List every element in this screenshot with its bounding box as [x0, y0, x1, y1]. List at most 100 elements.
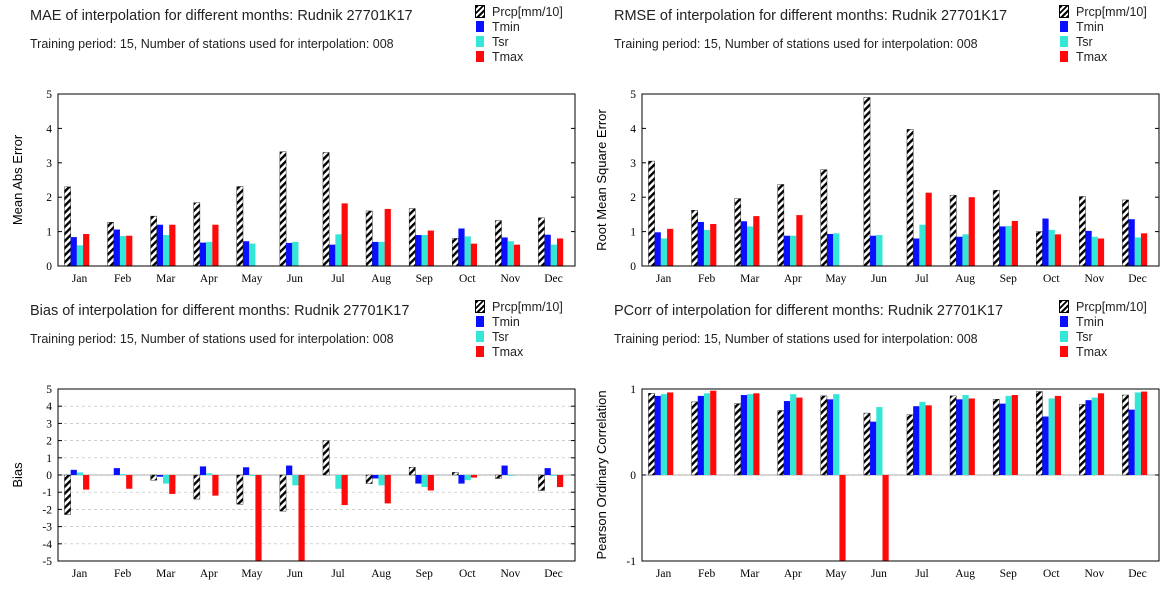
bar-tsr-oct: [464, 236, 471, 266]
x-tick-label-jan: Jan: [72, 568, 88, 580]
bar-prcp-nov: [1079, 404, 1086, 476]
bar-tmax-feb: [710, 390, 717, 475]
bar-tsr-mar: [747, 394, 754, 475]
y-axis-label: Bias: [10, 462, 25, 488]
bar-tmax-jun: [882, 475, 889, 561]
bar-tsr-aug: [378, 241, 385, 266]
x-tick-label-mar: Mar: [156, 568, 175, 580]
bar-prcp-may: [820, 169, 828, 267]
bar-tsr-jul: [335, 234, 342, 266]
mae-legend: Prcp[mm/10] Tmin Tsr Tmax: [475, 5, 563, 65]
bar-tmin-sep: [999, 403, 1006, 475]
pcorr-chart-subtitle: Training period: 15, Number of stations …: [614, 332, 978, 346]
legend-label-tmax: Tmax: [492, 345, 524, 359]
y-tick-label: 0: [46, 261, 52, 273]
bar-prcp-jul: [906, 414, 914, 476]
bar-tmin-jul: [913, 406, 920, 475]
bar-tsr-jul: [919, 224, 926, 266]
bar-tmax-feb: [126, 475, 133, 489]
legend-item-tmax: Tmax: [1060, 345, 1147, 360]
bar-prcp-feb: [691, 210, 698, 267]
y-tick-label: 5: [630, 89, 636, 101]
legend-item-tmax: Tmax: [476, 50, 563, 65]
bar-prcp-sep: [992, 399, 1000, 476]
bar-tmin-oct: [1042, 218, 1049, 266]
y-tick-label: 3: [46, 158, 52, 170]
bar-tmin-aug: [956, 399, 963, 475]
bar-prcp-dec: [1122, 394, 1129, 476]
bar-tmin-dec: [1128, 409, 1135, 475]
bar-tmax-jan: [83, 234, 90, 266]
bar-prcp-aug: [949, 194, 957, 267]
bar-tmin-jul: [913, 238, 920, 266]
bar-tsr-sep: [1005, 226, 1012, 266]
bar-tsr-sep: [421, 475, 428, 488]
x-tick-label-aug: Aug: [371, 273, 391, 285]
legend-swatch-prcp: [1059, 5, 1069, 18]
y-tick-label: 2: [46, 436, 52, 448]
legend-item-prcp: Prcp[mm/10]: [1059, 5, 1147, 20]
bar-tmax-oct: [1054, 234, 1062, 266]
bar-tmax-oct: [470, 243, 478, 266]
bar-tmax-dec: [1140, 391, 1148, 475]
bar-prcp-feb: [107, 222, 114, 267]
x-tick-label-jun: Jun: [287, 568, 303, 580]
y-tick-label: 1: [630, 227, 636, 239]
bar-tsr-dec: [550, 244, 557, 266]
pcorr-legend: Prcp[mm/10] Tmin Tsr Tmax: [1059, 300, 1147, 360]
y-tick-label: 1: [630, 384, 636, 396]
legend-swatch-tsr: [476, 36, 484, 47]
bar-tmin-dec: [1128, 219, 1135, 266]
legend-label-tmin: Tmin: [1076, 20, 1104, 34]
bar-tmax-apr: [796, 215, 803, 266]
legend-swatch-tmax: [1060, 346, 1068, 357]
bar-tmin-feb: [113, 229, 120, 266]
y-tick-label: 0: [630, 261, 636, 273]
bar-prcp-dec: [538, 474, 545, 491]
x-tick-label-dec: Dec: [1128, 273, 1147, 285]
rmse-legend: Prcp[mm/10] Tmin Tsr Tmax: [1059, 5, 1147, 65]
x-tick-label-mar: Mar: [740, 568, 759, 580]
bar-tmin-jan: [654, 395, 661, 475]
bar-tmin-sep: [415, 235, 422, 266]
bias-legend: Prcp[mm/10] Tmin Tsr Tmax: [475, 300, 563, 360]
bar-tmax-jan: [667, 228, 674, 266]
bar-prcp-nov: [495, 474, 502, 479]
legend-item-tsr: Tsr: [1060, 330, 1147, 345]
bar-prcp-mar: [734, 403, 742, 476]
legend-item-tmin: Tmin: [476, 315, 563, 330]
bar-prcp-apr: [193, 474, 201, 500]
bar-tsr-apr: [790, 235, 797, 266]
bar-tmax-oct: [1054, 395, 1062, 475]
y-tick-label: 3: [630, 158, 636, 170]
x-tick-label-mar: Mar: [740, 273, 759, 285]
x-tick-label-feb: Feb: [114, 273, 132, 285]
bias-chart-subtitle: Training period: 15, Number of stations …: [30, 332, 394, 346]
x-tick-label-may: May: [825, 568, 846, 580]
bar-tmax-apr: [212, 475, 219, 496]
x-tick-label-aug: Aug: [371, 568, 391, 580]
bar-prcp-jan: [648, 393, 655, 476]
bar-tmax-sep: [1011, 220, 1018, 266]
bar-prcp-mar: [150, 215, 158, 267]
bar-tsr-feb: [119, 236, 127, 266]
legend-label-tmax: Tmax: [1076, 50, 1108, 64]
legend-swatch-tmin: [476, 21, 484, 32]
y-tick-label: 4: [46, 401, 52, 413]
bar-tsr-jan: [76, 472, 84, 475]
bar-tsr-may: [833, 233, 840, 266]
bar-prcp-oct: [1036, 391, 1043, 476]
bar-prcp-nov: [1079, 196, 1086, 267]
y-tick-label: 5: [46, 384, 52, 396]
bar-tmax-dec: [556, 475, 564, 488]
x-tick-label-oct: Oct: [1043, 273, 1060, 285]
mae-chart-title: MAE of interpolation for different month…: [30, 8, 413, 24]
legend-label-prcp: Prcp[mm/10]: [492, 300, 563, 314]
bias-panel: Bias of interpolation for different mont…: [0, 295, 583, 589]
x-tick-label-feb: Feb: [698, 273, 716, 285]
bar-tmax-jan: [667, 392, 674, 475]
bar-tmin-jun: [870, 421, 877, 475]
bar-prcp-nov: [495, 220, 502, 267]
x-tick-label-jun: Jun: [287, 273, 303, 285]
bar-tsr-apr: [790, 394, 797, 475]
